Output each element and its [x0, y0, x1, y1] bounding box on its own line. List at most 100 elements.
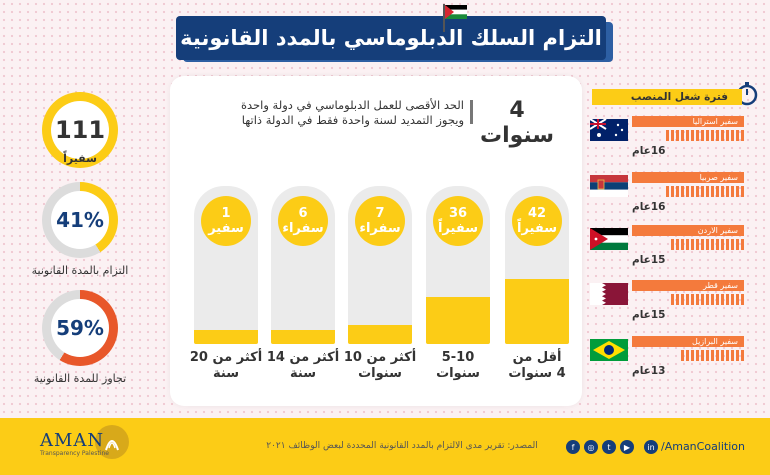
- bar-column: 36 سفيراً: [426, 186, 490, 344]
- year-tick: [726, 294, 729, 305]
- years-bar: [632, 239, 744, 250]
- exceed-label: تجاوز للمدة القانونية: [33, 372, 127, 385]
- year-tick: [696, 239, 699, 250]
- divider: [470, 100, 473, 124]
- palestine-flag-icon: [445, 5, 467, 19]
- australia-flag-icon: [590, 119, 628, 141]
- year-tick: [731, 239, 734, 250]
- year-tick: [726, 239, 729, 250]
- year-tick: [726, 130, 729, 141]
- column-label: أكثر من 10 سنوات: [338, 350, 422, 382]
- count-value: 36: [448, 206, 468, 221]
- exceed-value: 59%: [51, 299, 109, 357]
- year-tick: [666, 186, 669, 197]
- year-tick: [676, 239, 679, 250]
- year-tick: [741, 130, 744, 141]
- instagram-icon[interactable]: ◎: [584, 440, 598, 454]
- year-tick: [736, 186, 739, 197]
- year-tick: [711, 130, 714, 141]
- column-label-line2: 4 سنوات: [508, 366, 566, 381]
- year-tick: [741, 350, 744, 361]
- year-tick: [671, 130, 674, 141]
- year-tick: [711, 350, 714, 361]
- ambassador-name: سفير قطر: [632, 280, 744, 291]
- ambassador-years: 16عام: [632, 201, 666, 213]
- count-value: 1: [221, 206, 231, 221]
- year-tick: [736, 294, 739, 305]
- count-value: 7: [375, 206, 385, 221]
- flag-pole: [443, 4, 445, 32]
- exceed-ring: 59%: [42, 290, 118, 366]
- year-tick: [691, 130, 694, 141]
- ambassador-years: 15عام: [632, 309, 666, 321]
- twitter-icon[interactable]: t: [602, 440, 616, 454]
- rule-text: الحد الأقصى للعمل الدبلوماسي في دولة واح…: [200, 98, 464, 128]
- year-tick: [691, 186, 694, 197]
- year-tick: [721, 350, 724, 361]
- youtube-icon[interactable]: ▶: [620, 440, 634, 454]
- count-unit: سفراء: [359, 221, 401, 236]
- year-tick: [686, 130, 689, 141]
- count-unit: سفير: [208, 221, 244, 236]
- year-tick: [701, 130, 704, 141]
- count-unit: سفيراً: [517, 221, 557, 236]
- year-tick: [721, 186, 724, 197]
- ambassador-years: 13عام: [632, 365, 666, 377]
- aman-logo-icon: [95, 425, 129, 459]
- year-tick: [721, 239, 724, 250]
- year-tick: [741, 186, 744, 197]
- year-tick: [701, 239, 704, 250]
- max-duration: 4 سنوات: [479, 98, 555, 148]
- year-tick: [716, 294, 719, 305]
- bar-column: 6 سفراء: [271, 186, 335, 344]
- jordan-flag-icon: [590, 228, 628, 250]
- serbia-flag-icon: [590, 175, 628, 197]
- ambassador-years: 15عام: [632, 254, 666, 266]
- years-bar: [632, 130, 744, 141]
- ambassador-years: 16عام: [632, 145, 666, 157]
- compliance-value: 41%: [51, 191, 109, 249]
- year-tick: [706, 294, 709, 305]
- total-label: سفيراً: [63, 152, 97, 165]
- column-label-line1: أكثر من 20: [189, 350, 263, 365]
- facebook-icon[interactable]: f: [566, 440, 580, 454]
- year-tick: [721, 130, 724, 141]
- compliance-label: التزام بالمدة القانونية: [31, 264, 129, 277]
- year-tick: [681, 239, 684, 250]
- column-label: أكثر من 20 سنة: [184, 350, 268, 382]
- year-tick: [726, 186, 729, 197]
- column-label-line1: أكثر من 10: [343, 350, 417, 365]
- social-handle[interactable]: /AmanCoalition: [661, 440, 745, 453]
- term-title: فترة شغل المنصب: [592, 89, 742, 105]
- column-label-line1: أقل من: [512, 350, 562, 365]
- compliance-ring: 41%: [42, 182, 118, 258]
- year-tick: [736, 350, 739, 361]
- bar-column: 42 سفيراً: [505, 186, 569, 344]
- year-tick: [711, 239, 714, 250]
- bar-fill: [505, 279, 569, 344]
- column-label: أقل من 4 سنوات: [495, 350, 579, 382]
- year-tick: [716, 186, 719, 197]
- linkedin-icon[interactable]: in: [644, 440, 658, 454]
- year-tick: [726, 350, 729, 361]
- count-badge: 36 سفيراً: [433, 196, 483, 246]
- year-tick: [741, 294, 744, 305]
- year-tick: [691, 239, 694, 250]
- total-ring: 111: [42, 92, 118, 168]
- year-tick: [721, 294, 724, 305]
- ambassador-name: سفير الاردن: [632, 225, 744, 236]
- year-tick: [711, 186, 714, 197]
- year-tick: [676, 294, 679, 305]
- year-tick: [731, 130, 734, 141]
- total-value: 111: [51, 101, 109, 159]
- year-tick: [666, 130, 669, 141]
- bar-fill: [348, 325, 412, 344]
- year-tick: [691, 294, 694, 305]
- count-value: 6: [298, 206, 308, 221]
- org-name: AMAN: [40, 430, 105, 451]
- year-tick: [696, 294, 699, 305]
- year-tick: [671, 294, 674, 305]
- count-badge: 6 سفراء: [278, 196, 328, 246]
- years-bar: [632, 294, 744, 305]
- year-tick: [741, 239, 744, 250]
